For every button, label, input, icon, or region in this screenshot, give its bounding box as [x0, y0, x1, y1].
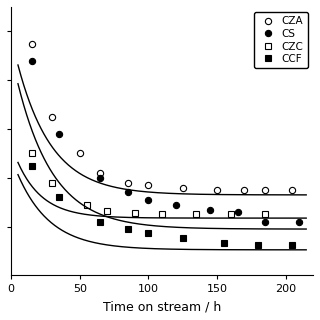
- X-axis label: Time on stream / h: Time on stream / h: [103, 300, 221, 313]
- Legend: CZA, CS, CZC, CCF: CZA, CS, CZC, CCF: [254, 12, 308, 68]
